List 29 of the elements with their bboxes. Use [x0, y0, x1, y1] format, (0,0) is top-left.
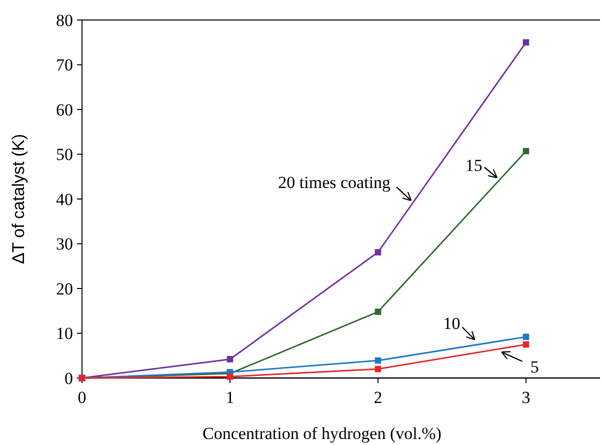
point — [374, 357, 382, 364]
point — [226, 373, 234, 380]
y-tick-label: 30 — [56, 234, 73, 254]
y-tick-label: 60 — [56, 100, 73, 120]
point — [522, 148, 530, 154]
series-label: 15 — [465, 156, 482, 176]
y-tick-label: 40 — [56, 190, 73, 209]
x-tick-label: 0 — [78, 388, 86, 407]
series-label: 20 times coating — [278, 173, 392, 192]
x-tick-label: 3 — [522, 388, 530, 407]
point — [226, 356, 234, 362]
y-tick-label: 50 — [56, 145, 73, 164]
point — [374, 249, 382, 256]
x-tick-label: 1 — [226, 388, 234, 407]
y-tick-label: 10 — [56, 324, 73, 344]
y-tick-label: 80 — [56, 10, 73, 30]
point — [374, 366, 382, 372]
y-axis-title: ΔT of catalyst (K) — [9, 134, 28, 264]
point — [522, 341, 530, 348]
point — [374, 308, 382, 315]
x-tick-label: 2 — [374, 388, 382, 407]
y-tick-label: 0 — [64, 368, 73, 388]
series-label: 5 — [530, 357, 539, 376]
y-tick-label: 70 — [56, 56, 73, 75]
point — [522, 39, 530, 46]
y-tick-label: 20 — [56, 279, 73, 298]
x-axis-title: Concentration of hydrogen (vol.%) — [202, 424, 442, 443]
series-label: 10 — [443, 314, 460, 334]
point — [522, 334, 530, 340]
